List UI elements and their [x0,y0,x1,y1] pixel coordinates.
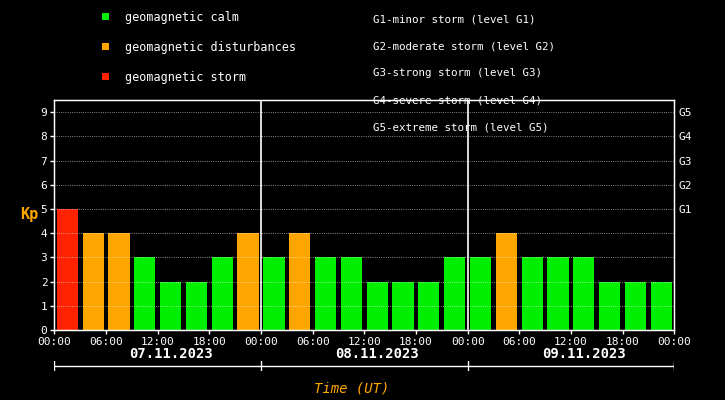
Bar [108,233,130,330]
Bar [160,282,181,330]
Text: G5-extreme storm (level G5): G5-extreme storm (level G5) [373,123,549,133]
Bar [599,282,621,330]
Text: geomagnetic storm: geomagnetic storm [125,72,246,84]
Bar [186,282,207,330]
Bar [315,257,336,330]
Bar [238,233,259,330]
Bar [289,233,310,330]
Bar [651,282,672,330]
Bar [521,257,543,330]
Text: G4-severe storm (level G4): G4-severe storm (level G4) [373,96,542,106]
Text: geomagnetic disturbances: geomagnetic disturbances [125,42,296,54]
Text: G3-strong storm (level G3): G3-strong storm (level G3) [373,68,542,78]
Bar [367,282,388,330]
Text: Time (UT): Time (UT) [314,382,389,396]
Bar [57,209,78,330]
Y-axis label: Kp: Kp [20,208,38,222]
Text: 07.11.2023: 07.11.2023 [129,347,212,361]
Text: G1-minor storm (level G1): G1-minor storm (level G1) [373,14,536,24]
Bar [470,257,491,330]
Bar [83,233,104,330]
Bar [625,282,646,330]
Bar [573,257,594,330]
Bar [341,257,362,330]
Text: geomagnetic calm: geomagnetic calm [125,12,239,24]
Text: 09.11.2023: 09.11.2023 [542,347,626,361]
Bar [547,257,568,330]
Text: G2-moderate storm (level G2): G2-moderate storm (level G2) [373,41,555,51]
Bar [134,257,155,330]
Text: 08.11.2023: 08.11.2023 [336,347,419,361]
Bar [392,282,414,330]
Bar [212,257,233,330]
Bar [418,282,439,330]
Bar [496,233,517,330]
Bar [444,257,465,330]
Bar [263,257,284,330]
